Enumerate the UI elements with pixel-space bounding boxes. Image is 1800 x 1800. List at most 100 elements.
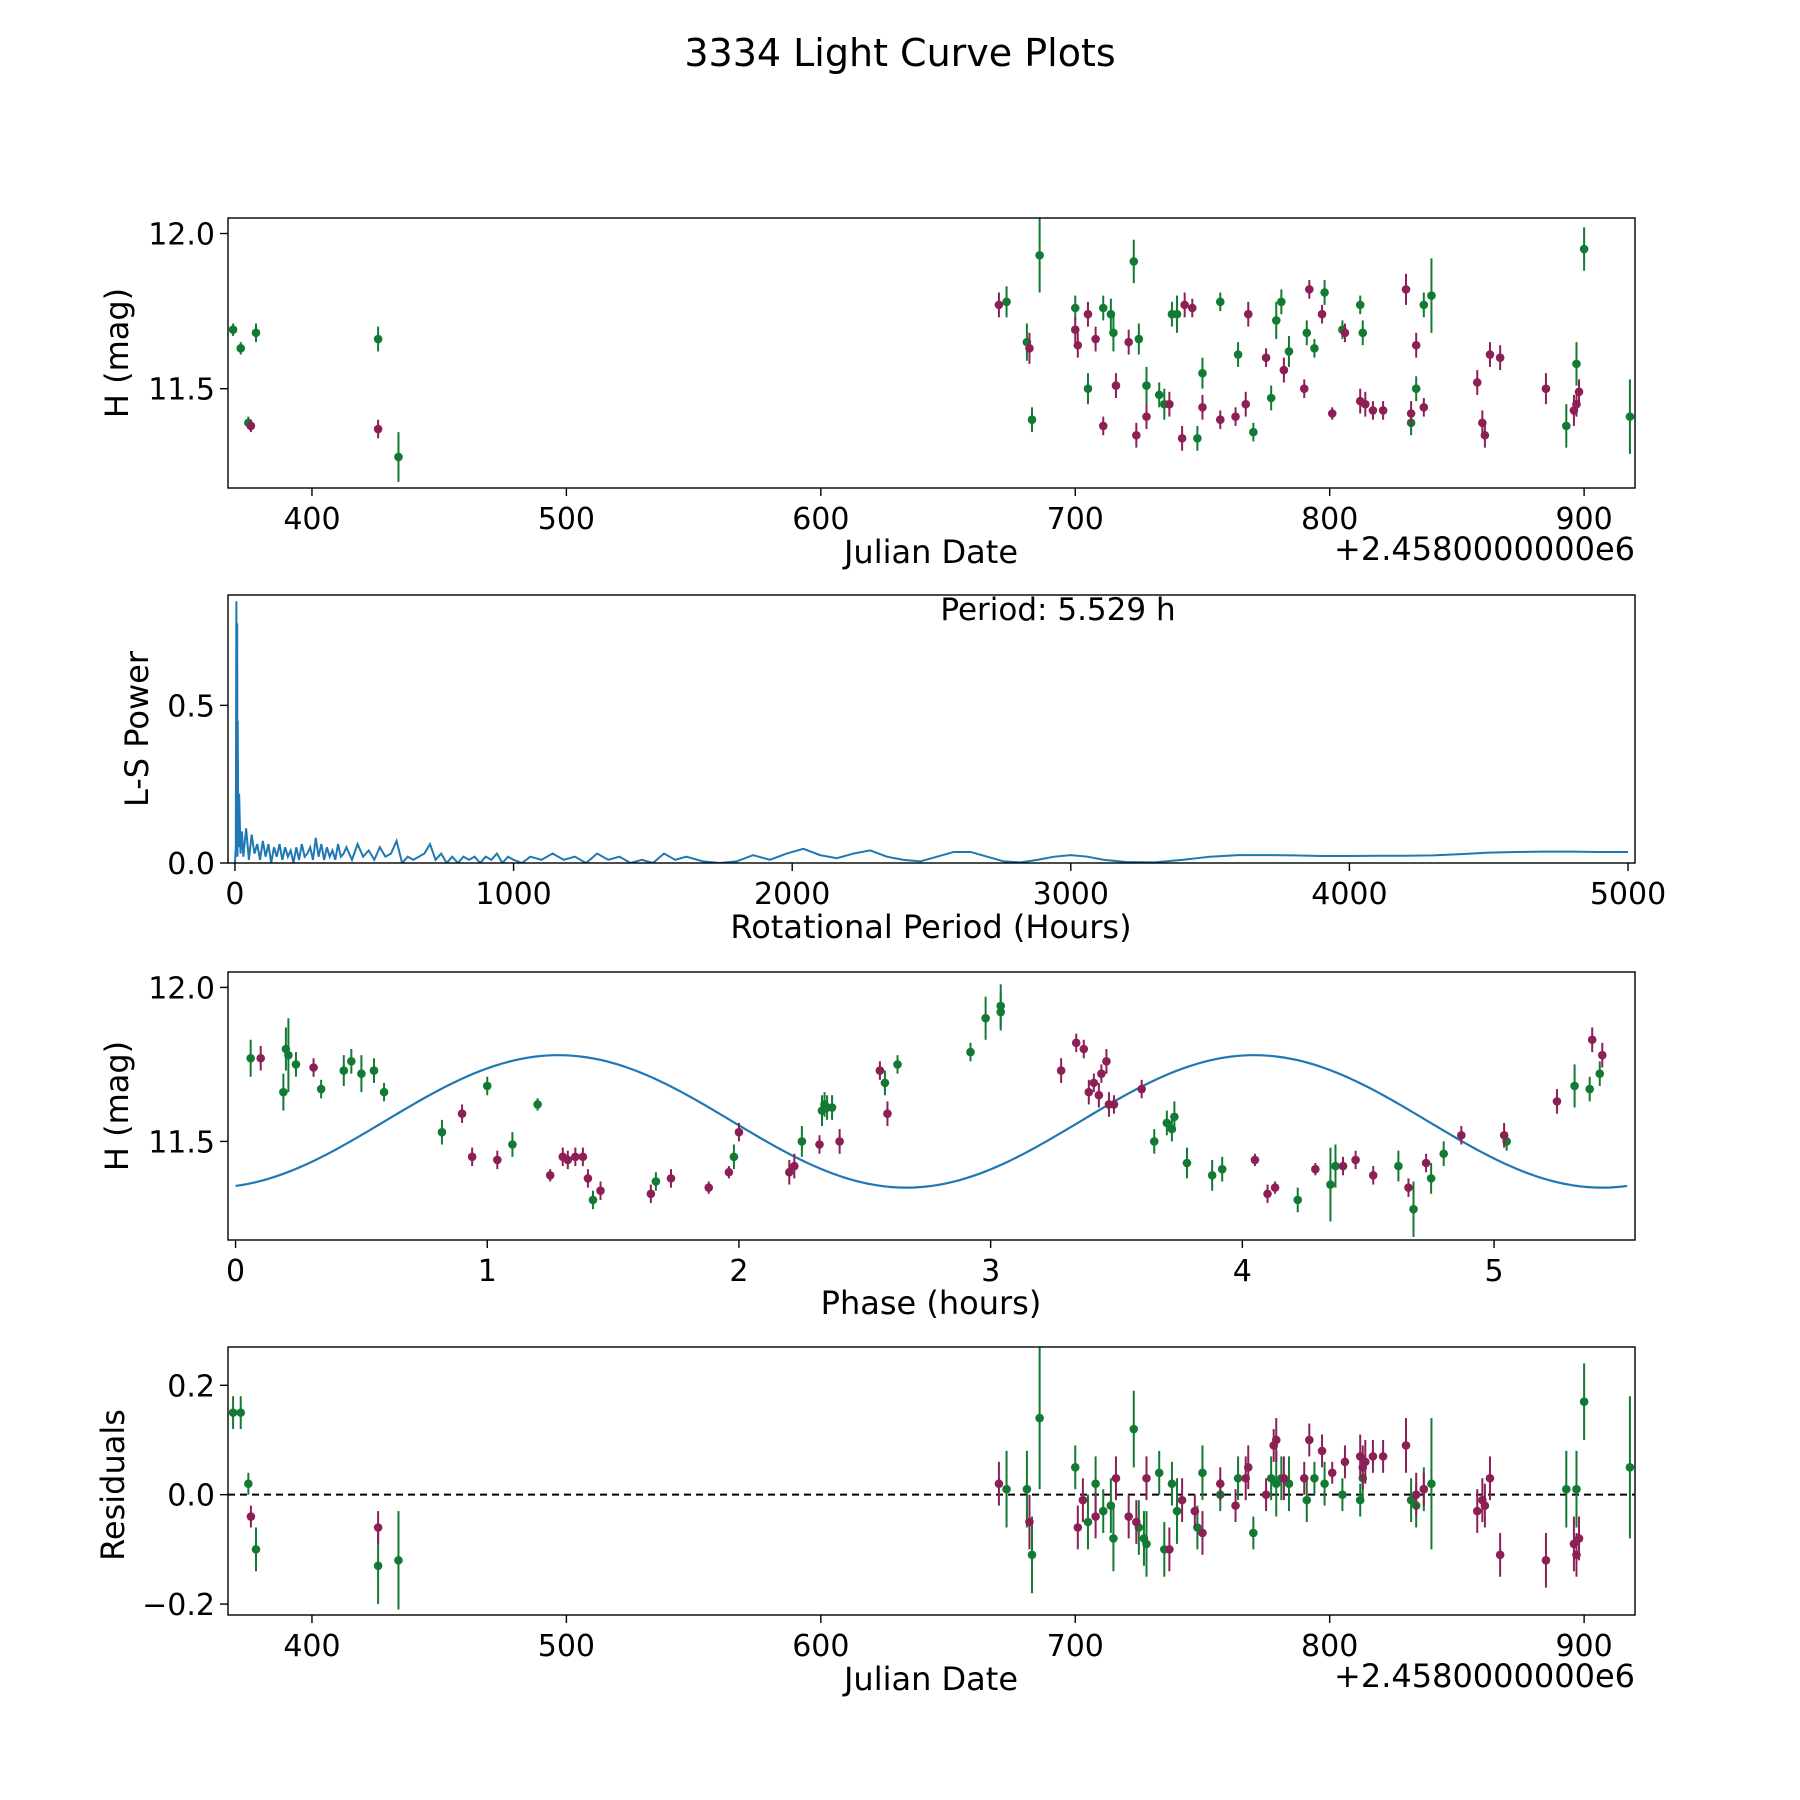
lightcurve-point-green: [394, 452, 403, 462]
residuals-point-green: [1198, 1468, 1207, 1478]
lightcurve-point-green: [228, 325, 238, 335]
phased-point-green: [1207, 1171, 1217, 1180]
lightcurve-point-green: [1302, 328, 1312, 338]
residuals-point-green: [1091, 1479, 1100, 1489]
residuals-point-magenta: [1215, 1479, 1225, 1489]
periodogram-panel: 0 1000 2000 3000 4000 5000 0.0 0.5 Period: 5.52…: [118, 592, 1666, 946]
lightcurve-point-magenta: [1305, 285, 1314, 294]
lightcurve-point-magenta: [1098, 421, 1108, 431]
lightcurve-point-green: [1271, 316, 1281, 325]
lightcurve-point-magenta: [994, 300, 1004, 310]
phased-point-green: [651, 1177, 661, 1186]
lightcurve-xtick-label: 600: [792, 502, 849, 537]
phased-xtick-label: 4: [1233, 1254, 1252, 1289]
phased-point-green: [1409, 1204, 1418, 1214]
phased-point-green: [369, 1066, 379, 1075]
phased-panel: 0 1 2 3 4 5 11.5 12.0 Phase (hours) H (mag): [98, 971, 1636, 1322]
phased-point-magenta: [1079, 1044, 1089, 1054]
phased-point-green: [1326, 1180, 1335, 1189]
phased-point-green: [379, 1087, 389, 1097]
residuals-point-magenta: [1411, 1490, 1421, 1499]
lightcurve-point-green: [1355, 300, 1365, 310]
lightcurve-point-green: [1266, 393, 1276, 403]
phased-point-green: [797, 1137, 807, 1146]
residuals-point-green: [373, 1561, 383, 1571]
phased-point-magenta: [1404, 1183, 1413, 1192]
lightcurve-point-green: [1310, 344, 1319, 353]
phased-point-green: [1149, 1137, 1159, 1146]
lightcurve-point-magenta: [1025, 344, 1034, 353]
lightcurve-xtick-label: 900: [1555, 502, 1612, 537]
residuals-point-green: [1022, 1484, 1032, 1494]
phased-point-magenta: [1084, 1087, 1094, 1097]
residuals-xtick-label: 600: [792, 1629, 849, 1664]
residuals-point-magenta: [1111, 1473, 1121, 1483]
phased-point-magenta: [1102, 1057, 1111, 1066]
phased-point-green: [996, 1001, 1006, 1011]
phased-point-magenta: [883, 1109, 892, 1119]
lightcurve-xtick-label: 500: [538, 502, 595, 537]
lightcurve-ticks: 400 500 600 700 800 900 11.5 12.0: [148, 218, 1613, 537]
residuals-point-magenta: [1073, 1523, 1083, 1532]
residuals-point-magenta: [1142, 1473, 1151, 1483]
lightcurve-point-green: [1284, 347, 1294, 356]
periodogram-marks: [233, 601, 1629, 863]
phased-point-green: [1182, 1158, 1192, 1168]
residuals-point-green: [1310, 1473, 1319, 1483]
lightcurve-point-green: [1193, 434, 1202, 443]
phased-point-magenta: [1137, 1084, 1146, 1094]
phased-point-magenta: [1097, 1069, 1106, 1078]
residuals-point-magenta: [1177, 1495, 1187, 1505]
periodogram-ytick-label: 0.0: [167, 847, 215, 882]
residuals-point-magenta: [1368, 1452, 1378, 1461]
lightcurve-ytick-label: 11.5: [148, 373, 215, 408]
periodogram-ticks: 0 1000 2000 3000 4000 5000 0.0 0.5: [167, 689, 1666, 912]
phased-point-magenta: [1587, 1035, 1597, 1045]
periodogram-ytick-label: 0.5: [167, 689, 215, 724]
lightcurve-panel: 400 500 600 700 800 900 11.5 12.0 Julian Date H…: [98, 217, 1636, 571]
phased-point-green: [1170, 1112, 1179, 1122]
lightcurve-point-green: [1198, 368, 1207, 378]
phased-point-green: [347, 1057, 356, 1066]
residuals-point-magenta: [1078, 1495, 1088, 1505]
phased-point-magenta: [835, 1137, 844, 1146]
residuals-point-magenta: [1190, 1506, 1200, 1516]
residuals-point-magenta: [246, 1512, 256, 1521]
phased-point-magenta: [309, 1063, 318, 1072]
lightcurve-point-green: [1035, 250, 1044, 260]
phased-point-magenta: [493, 1155, 502, 1165]
lightcurve-point-magenta: [1198, 403, 1207, 412]
residuals-point-magenta: [1480, 1501, 1490, 1510]
phased-xtick-label: 1: [478, 1254, 497, 1289]
residuals-point-green: [1154, 1468, 1164, 1478]
phased-point-magenta: [815, 1140, 824, 1149]
lightcurve-point-magenta: [1180, 300, 1189, 310]
phased-marks: [235, 984, 1628, 1237]
lightcurve-point-green: [1249, 427, 1258, 437]
phased-point-green: [1595, 1069, 1605, 1078]
lightcurve-xtick-label: 700: [1047, 502, 1104, 537]
residuals-point-green: [1002, 1484, 1011, 1494]
residuals-point-magenta: [1541, 1556, 1551, 1565]
residuals-marks: [228, 1347, 1635, 1610]
lightcurve-point-green: [1134, 334, 1144, 344]
phased-point-magenta: [457, 1109, 467, 1119]
model-fit-curve: [235, 1054, 1628, 1189]
phased-point-green: [279, 1087, 288, 1097]
residuals-point-green: [228, 1408, 238, 1417]
phased-point-magenta: [1457, 1130, 1466, 1140]
lightcurve-point-magenta: [1091, 334, 1100, 344]
phased-point-magenta: [1270, 1183, 1280, 1192]
residuals-point-green: [1083, 1517, 1093, 1527]
phased-point-magenta: [467, 1152, 477, 1162]
residuals-point-magenta: [1165, 1545, 1174, 1554]
residuals-point-green: [1172, 1506, 1182, 1516]
phased-point-magenta: [256, 1053, 266, 1063]
residuals-point-magenta: [1495, 1550, 1505, 1560]
phased-point-magenta: [1311, 1164, 1320, 1174]
phased-xlabel: Phase (hours): [821, 1284, 1042, 1322]
residuals-point-green: [1302, 1495, 1312, 1505]
phased-point-magenta: [583, 1174, 593, 1183]
phased-point-green: [1394, 1161, 1403, 1171]
residuals-point-magenta: [1231, 1501, 1240, 1510]
